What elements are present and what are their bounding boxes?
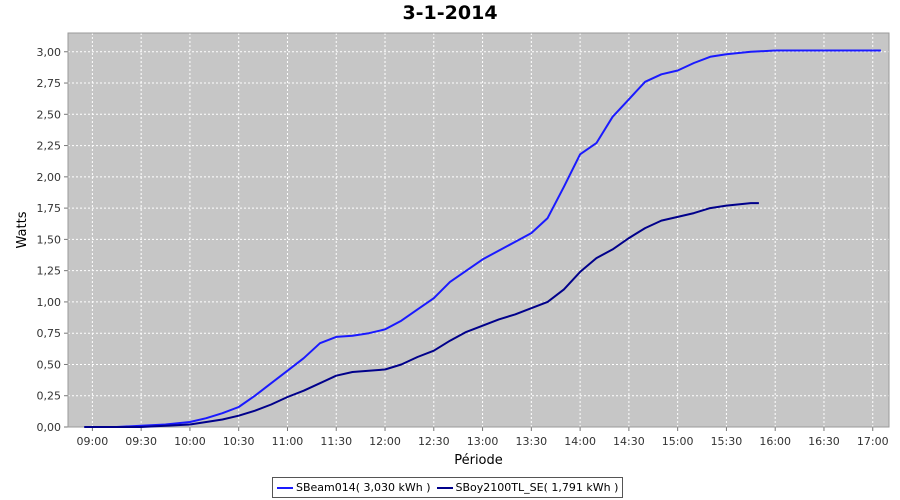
x-tick-label: 10:00 [174, 435, 206, 448]
legend-item-2: SBoy2100TL_SE( 1,791 kWh ) [436, 481, 619, 494]
legend: SBeam014( 3,030 kWh ) SBoy2100TL_SE( 1,79… [272, 477, 624, 498]
x-tick-label: 13:30 [515, 435, 547, 448]
plot-border [67, 32, 890, 428]
legend-label: SBoy2100TL_SE( 1,791 kWh ) [455, 481, 619, 494]
x-tick-label: 16:00 [759, 435, 791, 448]
y-tick-label: 1,00 [37, 296, 62, 309]
x-tick-label: 13:00 [467, 435, 499, 448]
y-tick-label: 1,50 [37, 233, 62, 246]
x-tick-label: 11:00 [272, 435, 304, 448]
chart-title: 3-1-2014 [402, 2, 498, 24]
x-tick-label: 17:00 [857, 435, 889, 448]
x-tick-label: 16:30 [808, 435, 840, 448]
y-tick-label: 3,00 [37, 46, 62, 59]
x-tick-label: 10:30 [223, 435, 255, 448]
x-tick-label: 09:30 [125, 435, 157, 448]
x-tick-label: 15:00 [662, 435, 694, 448]
y-tick-label: 0,00 [37, 421, 62, 434]
y-tick-label: 0,50 [37, 358, 62, 371]
legend-label: SBeam014( 3,030 kWh ) [296, 481, 431, 494]
legend-swatch [436, 486, 453, 489]
series-lines [84, 49, 881, 428]
x-axis-title: Période [454, 453, 503, 468]
x-tick-label: 09:00 [77, 435, 109, 448]
legend-swatch [277, 486, 293, 489]
axes: 0,00 0,25 0,50 0,75 1,00 1,25 1,50 1,75 2,00 2,25… [37, 32, 890, 448]
x-tick-label: 14:00 [564, 435, 596, 448]
x-tick-label: 14:30 [613, 435, 645, 448]
y-tick-label: 2,75 [37, 77, 62, 90]
y-tick-label: 2,25 [37, 140, 62, 153]
y-axis-title: Watts [15, 211, 30, 248]
y-tick-label: 2,00 [37, 171, 62, 184]
x-tick-label: 12:30 [418, 435, 450, 448]
y-tick-label: 2,50 [37, 108, 62, 121]
x-tick-label: 12:00 [369, 435, 401, 448]
y-tick-label: 0,75 [37, 327, 62, 340]
x-tick-label: 11:30 [320, 435, 352, 448]
legend-item-1: SBeam014( 3,030 kWh ) [277, 481, 431, 494]
series-line-1 [84, 49, 881, 428]
x-tick-label: 15:30 [711, 435, 743, 448]
plot-area [68, 33, 889, 427]
y-tick-label: 1,75 [37, 202, 62, 215]
y-tick-label: 1,25 [37, 265, 62, 278]
y-tick-label: 0,25 [37, 390, 62, 403]
series-line-2 [84, 202, 759, 428]
